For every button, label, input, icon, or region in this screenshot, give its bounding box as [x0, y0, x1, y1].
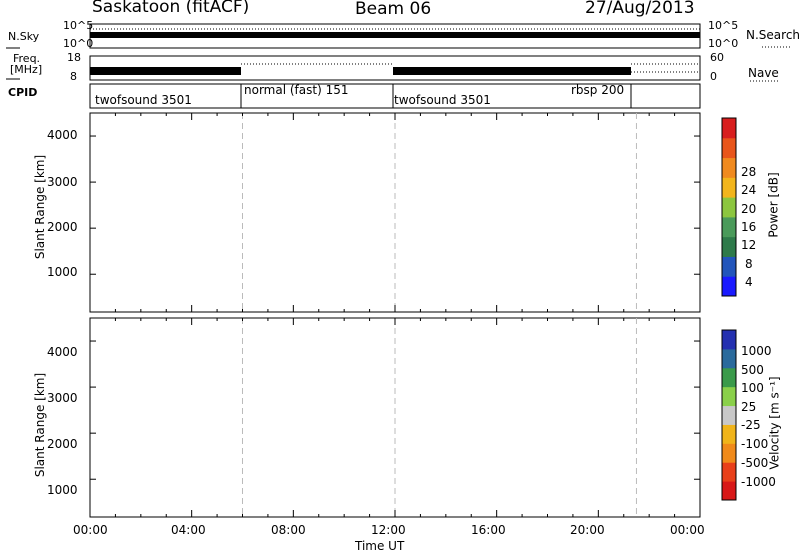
power-colorbar: [721, 117, 737, 297]
velocity-cbar-tick: -25: [741, 418, 761, 432]
freq-label: Freq.: [13, 52, 41, 65]
colorbar-swatch: [722, 386, 736, 407]
cpid-segment-label-3: twofsound 3501: [394, 93, 491, 107]
power-cbar-tick: 16: [741, 220, 757, 234]
cpid-segment-label-4: rbsp 200: [571, 83, 625, 97]
panel-frame: [89, 317, 701, 518]
colorbar-swatch: [722, 197, 736, 218]
colorbar-swatch: [722, 236, 736, 257]
power-cbar-tick: 24: [741, 183, 757, 197]
velocity-cbar-tick: -100: [741, 437, 769, 451]
freq-strip: [6, 55, 778, 82]
colorbar-frame: [721, 117, 737, 297]
power-panel: [89, 112, 701, 313]
power-cbar-tick: 4: [745, 275, 753, 289]
colorbar-swatch: [722, 118, 736, 139]
power-cbar-tick: 8: [745, 257, 753, 271]
colorbar-swatch: [722, 367, 736, 388]
colorbar-swatch: [722, 157, 736, 178]
x-axis-label: Time UT: [355, 539, 405, 553]
velocity-cbar-tick: 100: [741, 381, 764, 395]
x-tick-label: 04:00: [171, 523, 206, 537]
velocity-panel: [89, 317, 701, 518]
velocity-cbar-tick: -500: [741, 456, 769, 470]
colorbar-swatch: [722, 405, 736, 425]
velocity-cbar-tick: 25: [741, 400, 757, 414]
power-cbar-tick: 12: [741, 238, 757, 252]
nsky-tick-top: 10^5: [63, 19, 94, 32]
colorbar-swatch: [722, 443, 736, 463]
cpid-strip: [89, 83, 701, 109]
velocity-ytick-label: 2000: [47, 437, 78, 451]
x-tick-label: 20:00: [570, 523, 605, 537]
nsearch-tick-top: 10^5: [708, 19, 739, 32]
station-title: Saskatoon (fitACF): [92, 0, 250, 17]
power-ytick-label: 1000: [47, 265, 78, 279]
nsky-strip: [6, 23, 790, 49]
velocity-ytick-label: 1000: [47, 483, 78, 497]
panel-frame: [89, 112, 701, 313]
freq-tick-top: 18: [67, 51, 81, 64]
colorbar-swatch: [722, 177, 736, 198]
nsky-tick-bottom: 10^0: [63, 37, 94, 50]
nave-label: Nave: [748, 66, 779, 80]
power-ytick-label: 3000: [47, 175, 78, 189]
velocity-colorbar: [721, 329, 737, 501]
nave-tick-bottom: 0: [710, 70, 717, 83]
velocity-cbar-tick: 500: [741, 363, 764, 377]
colorbar-swatch: [722, 256, 736, 277]
cpid-label: CPID: [8, 86, 38, 99]
colorbar-swatch: [722, 330, 736, 350]
power-cbar-tick: 20: [741, 202, 757, 216]
colorbar-frame: [721, 329, 737, 501]
velocity-cbar-tick: -1000: [741, 475, 776, 489]
colorbar-swatch: [722, 481, 736, 501]
nave-tick-top: 60: [710, 51, 724, 64]
cpid-segment-label-1: twofsound 3501: [95, 93, 192, 107]
freq-tick-bottom: 8: [70, 70, 77, 83]
x-tick-label: 00:00: [73, 523, 108, 537]
power-cbar-tick: 28: [741, 165, 757, 179]
cpid-segment-label-2: normal (fast) 151: [244, 83, 349, 97]
x-tick-label: 08:00: [271, 523, 306, 537]
power-ytick-label: 2000: [47, 220, 78, 234]
x-tick-label: 00:00: [670, 523, 705, 537]
colorbar-swatch: [722, 216, 736, 238]
x-tick-label: 12:00: [371, 523, 406, 537]
colorbar-swatch: [722, 276, 736, 297]
nsky-label: N.Sky: [8, 30, 40, 43]
nsearch-label: N.Search: [746, 28, 800, 42]
freq-unit-label: [MHz]: [10, 63, 43, 76]
colorbar-swatch: [722, 424, 736, 444]
beam-title: Beam 06: [355, 0, 432, 19]
velocity-ytick-label: 4000: [47, 345, 78, 359]
nsearch-tick-bottom: 10^0: [708, 37, 739, 50]
velocity-ytick-label: 3000: [47, 391, 78, 405]
power-ytick-label: 4000: [47, 128, 78, 142]
x-tick-label: 16:00: [471, 523, 506, 537]
velocity-cbar-tick: 1000: [741, 344, 772, 358]
colorbar-swatch: [722, 462, 736, 482]
date-title: 27/Aug/2013: [585, 0, 695, 18]
colorbar-swatch: [722, 137, 736, 159]
colorbar-swatch: [722, 348, 736, 369]
